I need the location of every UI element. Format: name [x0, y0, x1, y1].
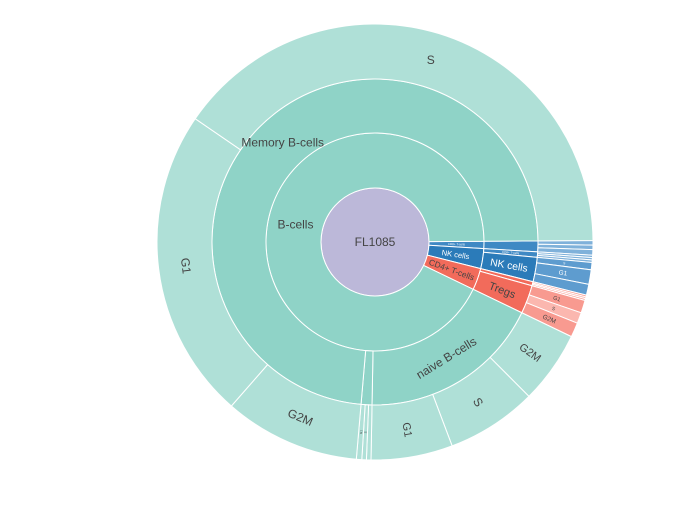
sunburst-label-s: S — [363, 431, 367, 433]
sunburst-label-b-cells: B-cells — [277, 217, 313, 231]
sunburst-label-memory-b-cells: Memory B-cells — [241, 135, 324, 149]
sunburst-label-nk-cells: NK cells — [441, 248, 470, 261]
sunburst-label-cd8-t-cells: CD8+ T-cells — [448, 242, 466, 246]
sunburst-label-g1: G1 — [400, 422, 414, 439]
sunburst-label-cd8-t-cells: CD8+ T-cells — [502, 250, 520, 255]
sunburst-label-g1: G1 — [558, 269, 568, 277]
sunburst-label-s: S — [563, 261, 566, 265]
sunburst-label-s: S — [427, 53, 435, 67]
sunburst-label-g1: G1 — [552, 295, 561, 303]
sunburst-label-g1: G1 — [178, 257, 194, 275]
sunburst-label-s: S — [551, 306, 556, 313]
sunburst-label-g2m: G2M — [541, 314, 557, 326]
sunburst-label-g1: G1 — [359, 430, 363, 435]
sunburst-label-root: FL1085 — [355, 235, 396, 249]
sunburst-sector-s[interactable] — [194, 23, 594, 242]
